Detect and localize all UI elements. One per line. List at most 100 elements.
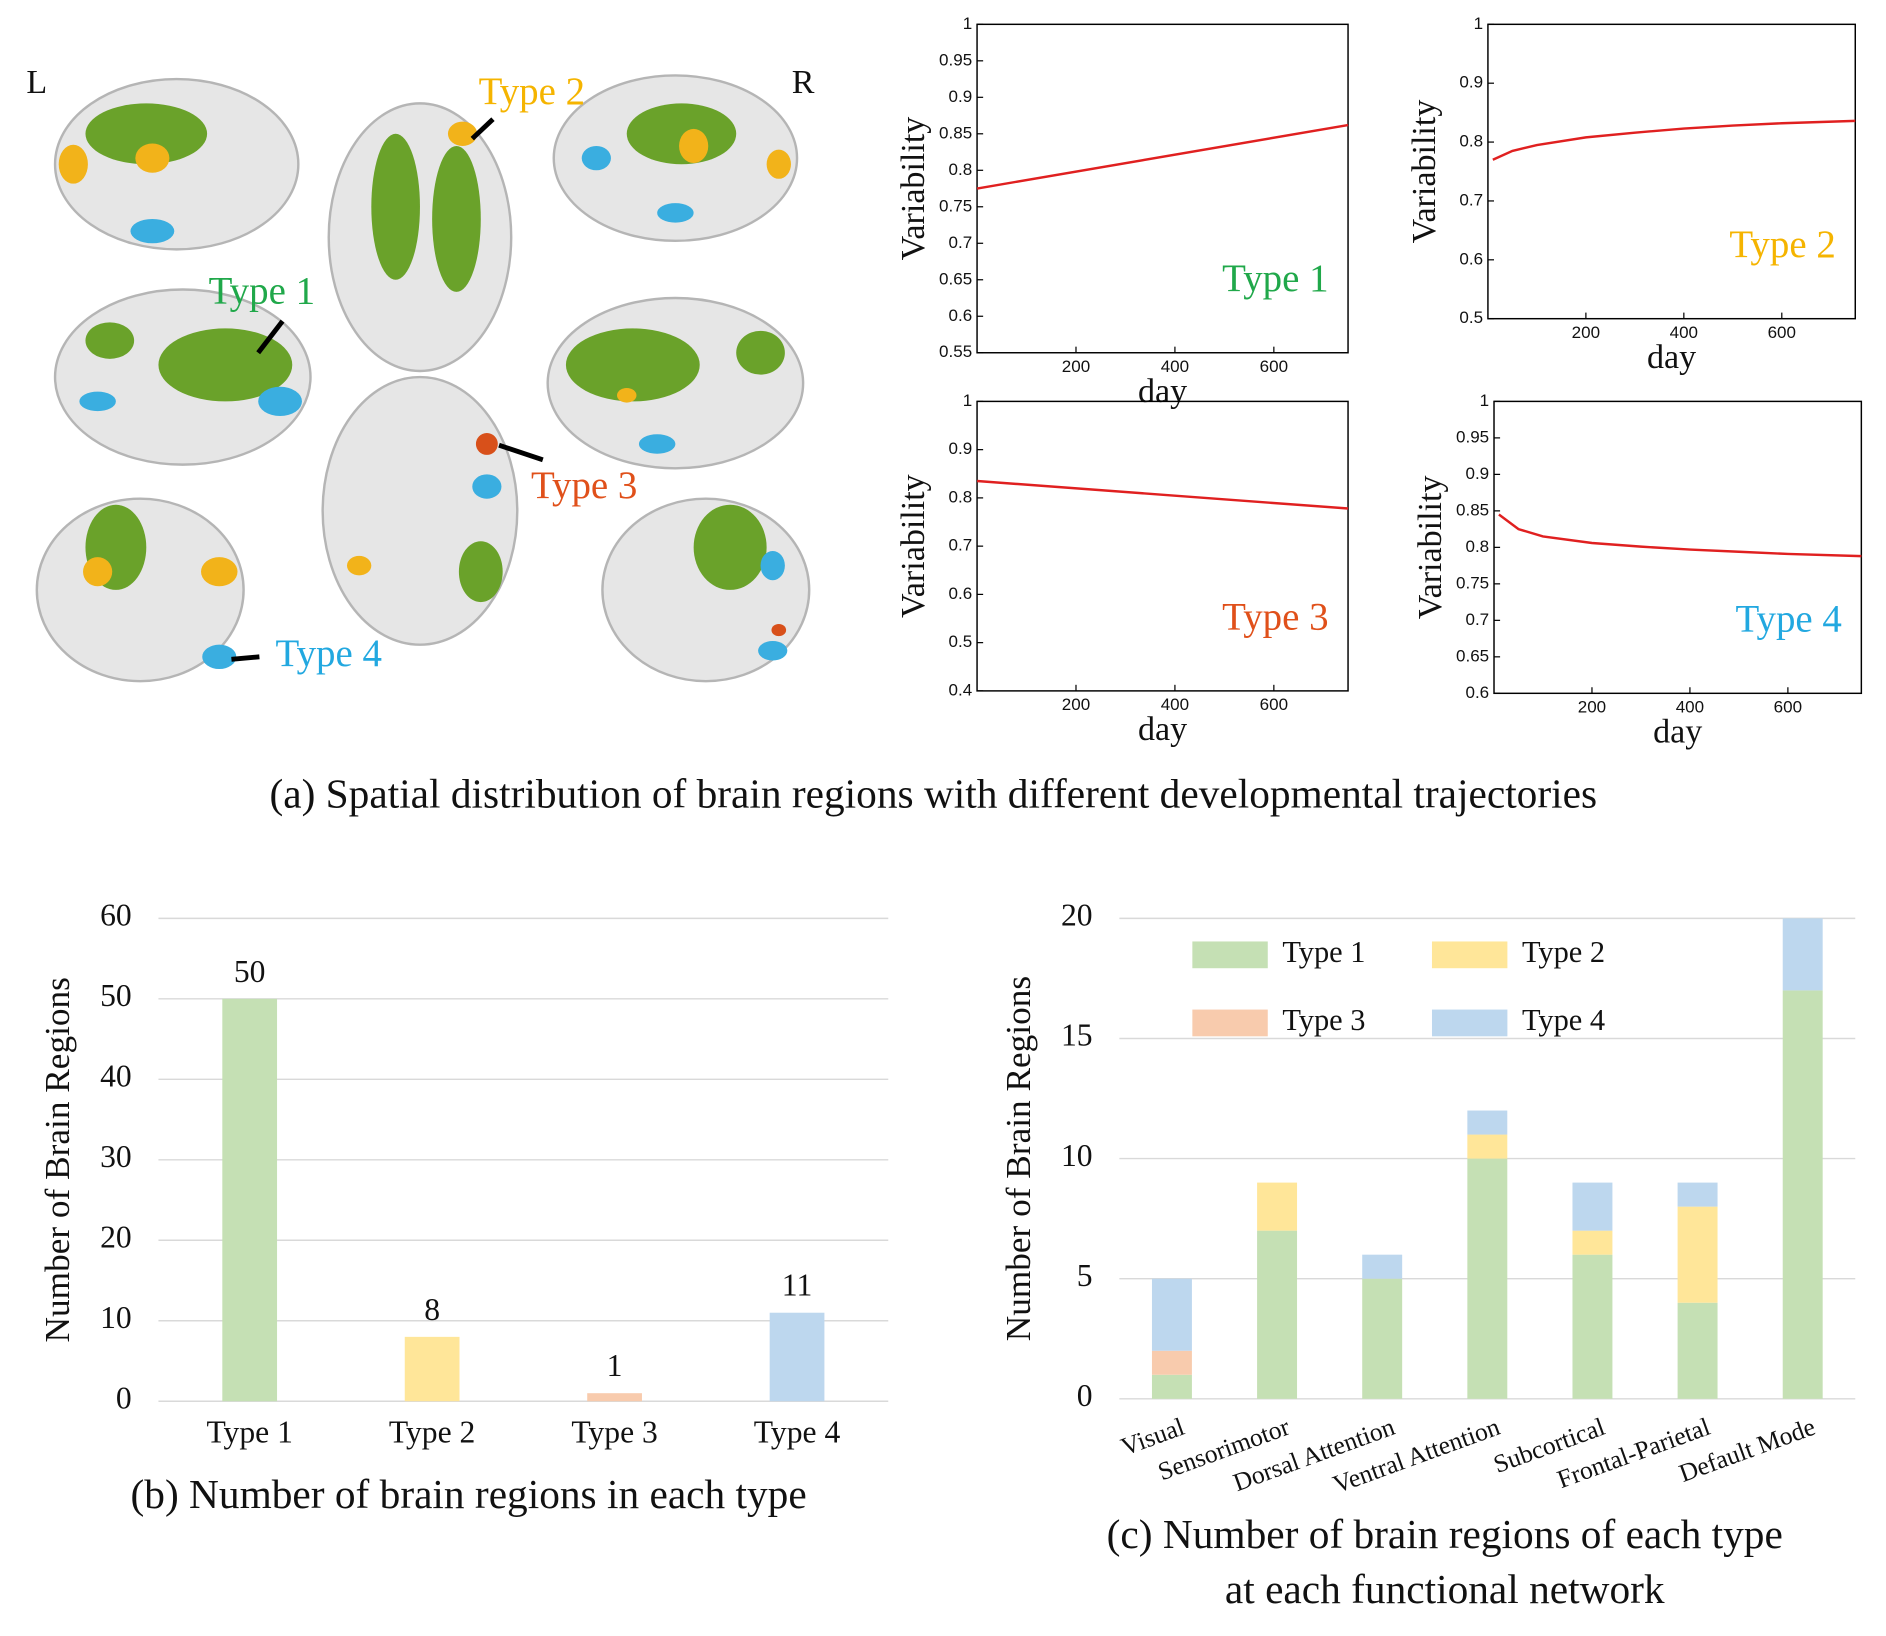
bar-segment: [1572, 1182, 1613, 1231]
y-tick-label: 0.85: [1456, 500, 1489, 519]
y-tick-label: 20: [1061, 898, 1093, 933]
type-annotation: Type 3: [1222, 595, 1328, 638]
value-label: 11: [782, 1268, 812, 1303]
y-tick-label: 0.9: [949, 87, 973, 106]
y-tick-label: 1: [1474, 14, 1483, 33]
x-tick-label: 200: [1062, 695, 1090, 714]
brain-views: [35, 74, 811, 683]
arrows: [231, 117, 544, 662]
bar-segment: [1782, 990, 1823, 1399]
y-tick-label: 0.55: [939, 342, 972, 361]
type-annotation: Type 4: [276, 632, 382, 675]
type-annotation: Type 1: [1222, 257, 1328, 300]
x-tick-label: Type 1: [206, 1415, 292, 1450]
type-annotation: Type 2: [1729, 223, 1835, 266]
x-tick-label: 400: [1161, 357, 1189, 376]
bar-segment: [1151, 1374, 1192, 1399]
y-tick-label: 0.7: [1459, 190, 1483, 209]
y-tick-label: 1: [963, 391, 972, 410]
x-tick-label: Type 3: [571, 1415, 657, 1450]
bar: [769, 1312, 825, 1402]
type-annotation: Type 3: [531, 464, 637, 507]
y-axis-label: Variability: [1406, 100, 1443, 244]
caption: (c) Number of brain regions of each type: [1107, 1511, 1783, 1558]
y-tick-label: 0.75: [1456, 573, 1489, 592]
caption: (b) Number of brain regions in each type: [131, 1471, 807, 1518]
x-tick-label: 400: [1676, 697, 1704, 716]
plot-frame: [976, 400, 1349, 692]
legend-swatch: [1192, 1009, 1268, 1037]
x-tick-label: 200: [1062, 357, 1090, 376]
caption: (a) Spatial distribution of brain region…: [269, 770, 1597, 817]
bar: [404, 1336, 460, 1402]
y-tick-label: 0.6: [949, 306, 973, 325]
y-tick-label: 15: [1061, 1018, 1093, 1053]
legend-swatch: [1431, 1009, 1508, 1037]
y-tick-label: 0.75: [939, 196, 972, 215]
y-tick-label: 0.8: [1465, 537, 1489, 556]
bar-segment: [1677, 1302, 1718, 1399]
x-tick-label: 400: [1670, 323, 1698, 342]
y-tick-label: 0.9: [1459, 73, 1483, 92]
bar-segment: [1677, 1182, 1718, 1207]
y-tick-label: 0.7: [1465, 610, 1489, 629]
plot-frame: [1487, 23, 1856, 320]
y-tick-label: 0.9: [949, 439, 973, 458]
type-annotation: Type 1: [209, 269, 315, 312]
legend-label: Type 1: [1282, 935, 1365, 969]
x-tick-label: 400: [1161, 695, 1189, 714]
x-tick-label: Type 2: [389, 1415, 475, 1450]
fit-line: [1492, 119, 1856, 161]
y-tick-label: 20: [100, 1220, 132, 1255]
y-tick-label: 0.5: [949, 632, 973, 651]
x-tick-label: 600: [1260, 695, 1288, 714]
y-tick-label: 1: [1480, 391, 1489, 410]
bar-segment: [1257, 1182, 1298, 1231]
value-label: 1: [607, 1348, 623, 1383]
y-tick-label: 60: [100, 898, 132, 933]
x-axis-label: day: [1647, 339, 1696, 376]
legend-swatch: [1431, 941, 1508, 969]
x-axis-label: day: [1138, 373, 1187, 410]
x-axis-label: day: [1138, 711, 1187, 748]
side-label: L: [26, 64, 47, 101]
fit-line: [1498, 513, 1862, 558]
x-tick-label: 600: [1768, 323, 1796, 342]
y-tick-label: 0.8: [949, 487, 973, 506]
bar-segment: [1467, 1134, 1508, 1159]
bar-segment: [1257, 1230, 1298, 1399]
y-tick-label: 0: [1077, 1378, 1093, 1413]
type-annotation: Type 4: [1735, 598, 1841, 641]
legend-label: Type 2: [1522, 935, 1605, 969]
y-tick-label: 40: [100, 1059, 132, 1094]
y-tick-label: 5: [1077, 1258, 1093, 1293]
y-axis-label: Number of Brain Regions: [999, 976, 1038, 1341]
y-tick-label: 0.4: [949, 680, 973, 699]
legend-swatch: [1192, 941, 1268, 969]
y-axis-label: Variability: [1412, 476, 1449, 620]
y-tick-label: 0.65: [939, 269, 972, 288]
bar-segment: [1572, 1254, 1613, 1399]
bar-segment: [1362, 1254, 1403, 1279]
bar-segment: [1362, 1278, 1403, 1399]
type-annotation: Type 2: [479, 70, 585, 113]
x-tick-label: 600: [1260, 357, 1288, 376]
bar-segment: [1782, 918, 1823, 991]
y-tick-label: 0.8: [949, 160, 973, 179]
bar-segment: [1151, 1278, 1192, 1351]
x-tick-label: 200: [1572, 323, 1600, 342]
legend-label: Type 3: [1282, 1003, 1365, 1037]
plot-frame: [976, 23, 1349, 354]
bar-segment: [1572, 1230, 1613, 1255]
y-tick-label: 50: [100, 978, 132, 1013]
value-label: 50: [234, 954, 266, 989]
y-tick-label: 0.6: [1459, 249, 1483, 268]
x-tick-label: 200: [1578, 697, 1606, 716]
y-tick-label: 10: [1061, 1138, 1093, 1173]
fit-line: [976, 479, 1349, 510]
x-tick-label: Type 4: [754, 1415, 841, 1450]
y-tick-label: 0.95: [939, 50, 972, 69]
